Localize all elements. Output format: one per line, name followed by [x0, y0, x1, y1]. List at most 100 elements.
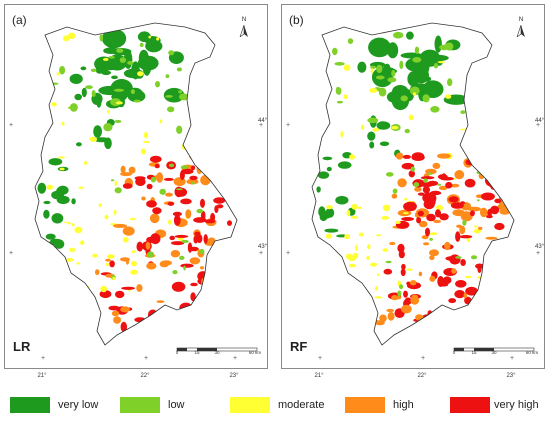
- scale-bar: 0 15 30 60 km: [175, 341, 263, 361]
- susceptibility-patch: [167, 201, 175, 206]
- susceptibility-patch: [378, 87, 387, 97]
- susceptibility-patch: [403, 201, 417, 212]
- susceptibility-patch: [118, 294, 123, 298]
- susceptibility-patch: [386, 172, 394, 177]
- susceptibility-patch: [64, 277, 69, 283]
- susceptibility-patch: [400, 268, 406, 277]
- susceptibility-patch: [347, 38, 354, 44]
- susceptibility-patch: [90, 68, 97, 72]
- susceptibility-patch: [346, 209, 351, 217]
- susceptibility-patch: [200, 174, 211, 186]
- susceptibility-patch: [159, 119, 163, 124]
- susceptibility-patch: [407, 71, 420, 87]
- scale-label: 30: [491, 350, 497, 355]
- susceptibility-patch: [146, 200, 157, 208]
- susceptibility-patch: [110, 179, 115, 182]
- susceptibility-patch: [392, 188, 398, 194]
- susceptibility-patch: [418, 271, 423, 277]
- susceptibility-patch: [326, 166, 332, 172]
- susceptibility-patch: [325, 208, 335, 218]
- longitude-label: 22°: [140, 373, 150, 379]
- susceptibility-patch: [85, 85, 93, 90]
- susceptibility-patch: [375, 75, 385, 80]
- susceptibility-patch: [350, 215, 359, 219]
- susceptibility-patch: [361, 291, 367, 297]
- susceptibility-patch: [478, 288, 485, 292]
- susceptibility-patch: [225, 151, 231, 160]
- susceptibility-patch: [335, 86, 340, 95]
- susceptibility-patch: [197, 277, 211, 286]
- susceptibility-patch: [45, 233, 56, 240]
- susceptibility-patch: [98, 85, 122, 96]
- susceptibility-patch: [112, 276, 116, 281]
- scale-label: 15: [194, 350, 200, 355]
- susceptibility-patch: [130, 269, 138, 275]
- latitude-label: 44°: [258, 118, 268, 124]
- susceptibility-patch: [406, 268, 413, 271]
- susceptibility-patch: [120, 321, 128, 332]
- susceptibility-patch: [376, 273, 380, 276]
- susceptibility-patch: [442, 276, 452, 285]
- susceptibility-patch: [375, 286, 378, 291]
- susceptibility-patch: [439, 213, 449, 221]
- susceptibility-patch: [383, 268, 393, 275]
- susceptibility-patch: [180, 165, 188, 170]
- susceptibility-patch: [382, 204, 391, 211]
- susceptibility-patch: [148, 35, 151, 39]
- susceptibility-patch: [478, 226, 483, 230]
- susceptibility-patch: [58, 156, 65, 159]
- susceptibility-patch: [499, 178, 507, 184]
- susceptibility-patch: [190, 282, 198, 287]
- susceptibility-patch: [463, 315, 476, 320]
- susceptibility-patch: [140, 148, 146, 155]
- susceptibility-patch: [357, 289, 360, 293]
- susceptibility-patch: [105, 262, 109, 267]
- susceptibility-patch: [108, 305, 120, 311]
- susceptibility-patch: [409, 280, 417, 286]
- susceptibility-patch: [385, 260, 392, 264]
- susceptibility-patch: [324, 251, 328, 255]
- susceptibility-patch: [408, 114, 414, 121]
- susceptibility-patch: [120, 165, 126, 174]
- susceptibility-patch: [142, 140, 151, 144]
- susceptibility-patch: [176, 67, 182, 72]
- susceptibility-patch: [155, 81, 160, 88]
- susceptibility-patch: [227, 220, 232, 226]
- model-label: RF: [290, 339, 308, 354]
- legend-swatch: [450, 397, 490, 413]
- susceptibility-patch: [406, 281, 411, 286]
- susceptibility-patch: [422, 186, 430, 194]
- susceptibility-patch: [360, 124, 365, 130]
- graticule-tick: +: [536, 250, 540, 257]
- susceptibility-patch: [395, 220, 401, 224]
- susceptibility-map-lr: + + + + + + +: [9, 22, 263, 362]
- susceptibility-patch: [128, 166, 136, 174]
- susceptibility-patch: [417, 210, 424, 217]
- susceptibility-patch: [482, 161, 487, 172]
- susceptibility-patch: [150, 176, 156, 183]
- susceptibility-patch: [114, 187, 122, 194]
- north-label: N: [518, 17, 524, 23]
- susceptibility-patch: [111, 75, 118, 80]
- susceptibility-patch: [193, 235, 199, 244]
- susceptibility-patch: [429, 275, 436, 282]
- susceptibility-patch: [447, 78, 453, 87]
- susceptibility-patch: [100, 285, 108, 293]
- north-arrow-icon: N: [514, 17, 528, 42]
- susceptibility-patch: [145, 39, 163, 53]
- susceptibility-patch: [367, 117, 379, 124]
- susceptibility-patch: [78, 186, 85, 189]
- susceptibility-patch: [348, 256, 356, 262]
- legend-label: high: [393, 399, 414, 411]
- scale-label: 60 km: [248, 350, 262, 355]
- susceptibility-patch: [181, 239, 189, 243]
- susceptibility-patch: [165, 95, 173, 98]
- susceptibility-patch: [400, 52, 423, 59]
- susceptibility-patch: [174, 186, 184, 198]
- susceptibility-patch: [59, 65, 66, 75]
- susceptibility-patch: [391, 295, 398, 301]
- susceptibility-patch: [369, 141, 375, 149]
- susceptibility-patch: [180, 263, 194, 268]
- susceptibility-patch: [448, 196, 459, 203]
- susceptibility-patch: [357, 61, 367, 73]
